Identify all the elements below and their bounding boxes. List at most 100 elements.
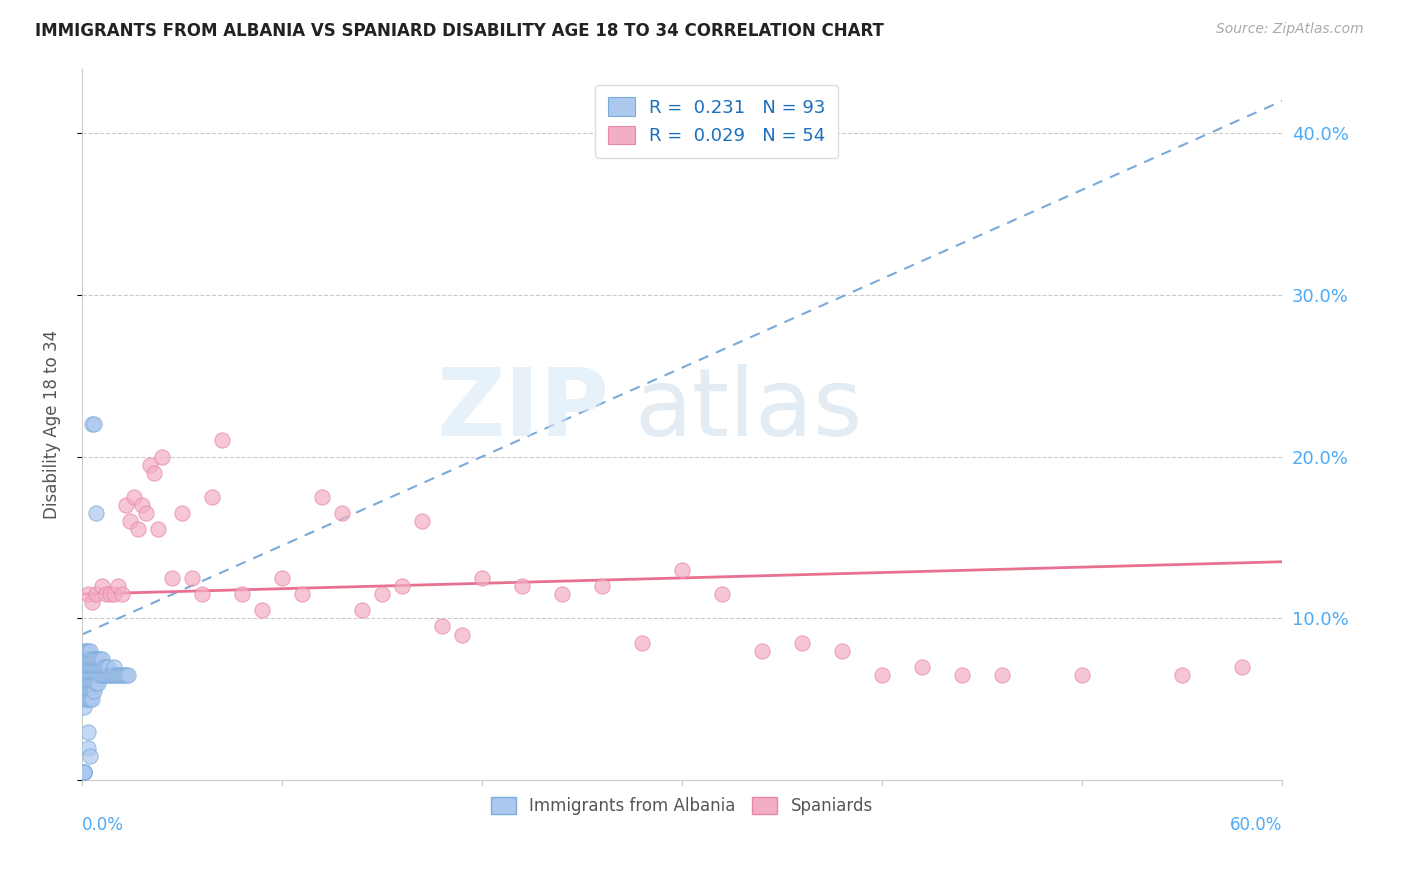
Point	[117, 668, 139, 682]
Point	[73, 668, 96, 682]
Point	[73, 676, 96, 690]
Point	[231, 587, 253, 601]
Point	[122, 490, 145, 504]
Point	[75, 660, 97, 674]
Point	[77, 740, 100, 755]
Point	[80, 684, 103, 698]
Point	[112, 668, 135, 682]
Point	[201, 490, 224, 504]
Point	[75, 652, 97, 666]
Text: 60.0%: 60.0%	[1230, 815, 1282, 834]
Point	[79, 668, 101, 682]
Point	[77, 692, 100, 706]
Point	[991, 668, 1014, 682]
Point	[870, 668, 893, 682]
Point	[77, 652, 100, 666]
Point	[77, 643, 100, 657]
Point	[1232, 660, 1254, 674]
Point	[77, 684, 100, 698]
Point	[371, 587, 394, 601]
Point	[79, 660, 101, 674]
Point	[1171, 668, 1194, 682]
Point	[115, 668, 138, 682]
Point	[350, 603, 373, 617]
Point	[75, 676, 97, 690]
Point	[411, 514, 433, 528]
Point	[83, 668, 105, 682]
Point	[631, 635, 654, 649]
Point	[911, 660, 934, 674]
Point	[75, 660, 97, 674]
Point	[75, 692, 97, 706]
Point	[77, 587, 100, 601]
Point	[83, 660, 105, 674]
Point	[103, 660, 125, 674]
Point	[77, 668, 100, 682]
Point	[1071, 668, 1094, 682]
Text: ZIP: ZIP	[437, 364, 610, 456]
Point	[75, 684, 97, 698]
Point	[75, 676, 97, 690]
Point	[181, 571, 204, 585]
Point	[80, 652, 103, 666]
Point	[127, 523, 149, 537]
Point	[89, 652, 111, 666]
Point	[950, 668, 973, 682]
Point	[84, 587, 107, 601]
Point	[107, 579, 129, 593]
Point	[79, 643, 101, 657]
Point	[291, 587, 314, 601]
Point	[91, 660, 114, 674]
Point	[143, 466, 166, 480]
Point	[75, 668, 97, 682]
Point	[87, 668, 110, 682]
Point	[84, 506, 107, 520]
Point	[73, 668, 96, 682]
Y-axis label: Disability Age 18 to 34: Disability Age 18 to 34	[44, 330, 60, 519]
Point	[83, 684, 105, 698]
Point	[451, 627, 474, 641]
Point	[671, 563, 693, 577]
Point	[79, 748, 101, 763]
Point	[510, 579, 533, 593]
Point	[73, 660, 96, 674]
Point	[73, 643, 96, 657]
Point	[83, 652, 105, 666]
Point	[430, 619, 453, 633]
Point	[271, 571, 294, 585]
Point	[80, 668, 103, 682]
Point	[139, 458, 162, 472]
Point	[89, 668, 111, 682]
Point	[93, 660, 115, 674]
Point	[98, 668, 121, 682]
Point	[150, 450, 173, 464]
Point	[711, 587, 734, 601]
Point	[75, 684, 97, 698]
Point	[73, 692, 96, 706]
Point	[80, 692, 103, 706]
Point	[73, 684, 96, 698]
Point	[77, 660, 100, 674]
Point	[84, 660, 107, 674]
Point	[751, 643, 773, 657]
Point	[101, 668, 124, 682]
Point	[79, 652, 101, 666]
Point	[103, 587, 125, 601]
Point	[73, 676, 96, 690]
Point	[87, 652, 110, 666]
Point	[170, 506, 193, 520]
Point	[97, 668, 120, 682]
Point	[84, 668, 107, 682]
Point	[93, 668, 115, 682]
Point	[94, 587, 117, 601]
Point	[107, 668, 129, 682]
Point	[80, 417, 103, 432]
Point	[97, 660, 120, 674]
Point	[79, 676, 101, 690]
Point	[73, 764, 96, 779]
Point	[211, 434, 233, 448]
Point	[831, 643, 853, 657]
Point	[73, 660, 96, 674]
Text: atlas: atlas	[634, 364, 862, 456]
Point	[73, 700, 96, 714]
